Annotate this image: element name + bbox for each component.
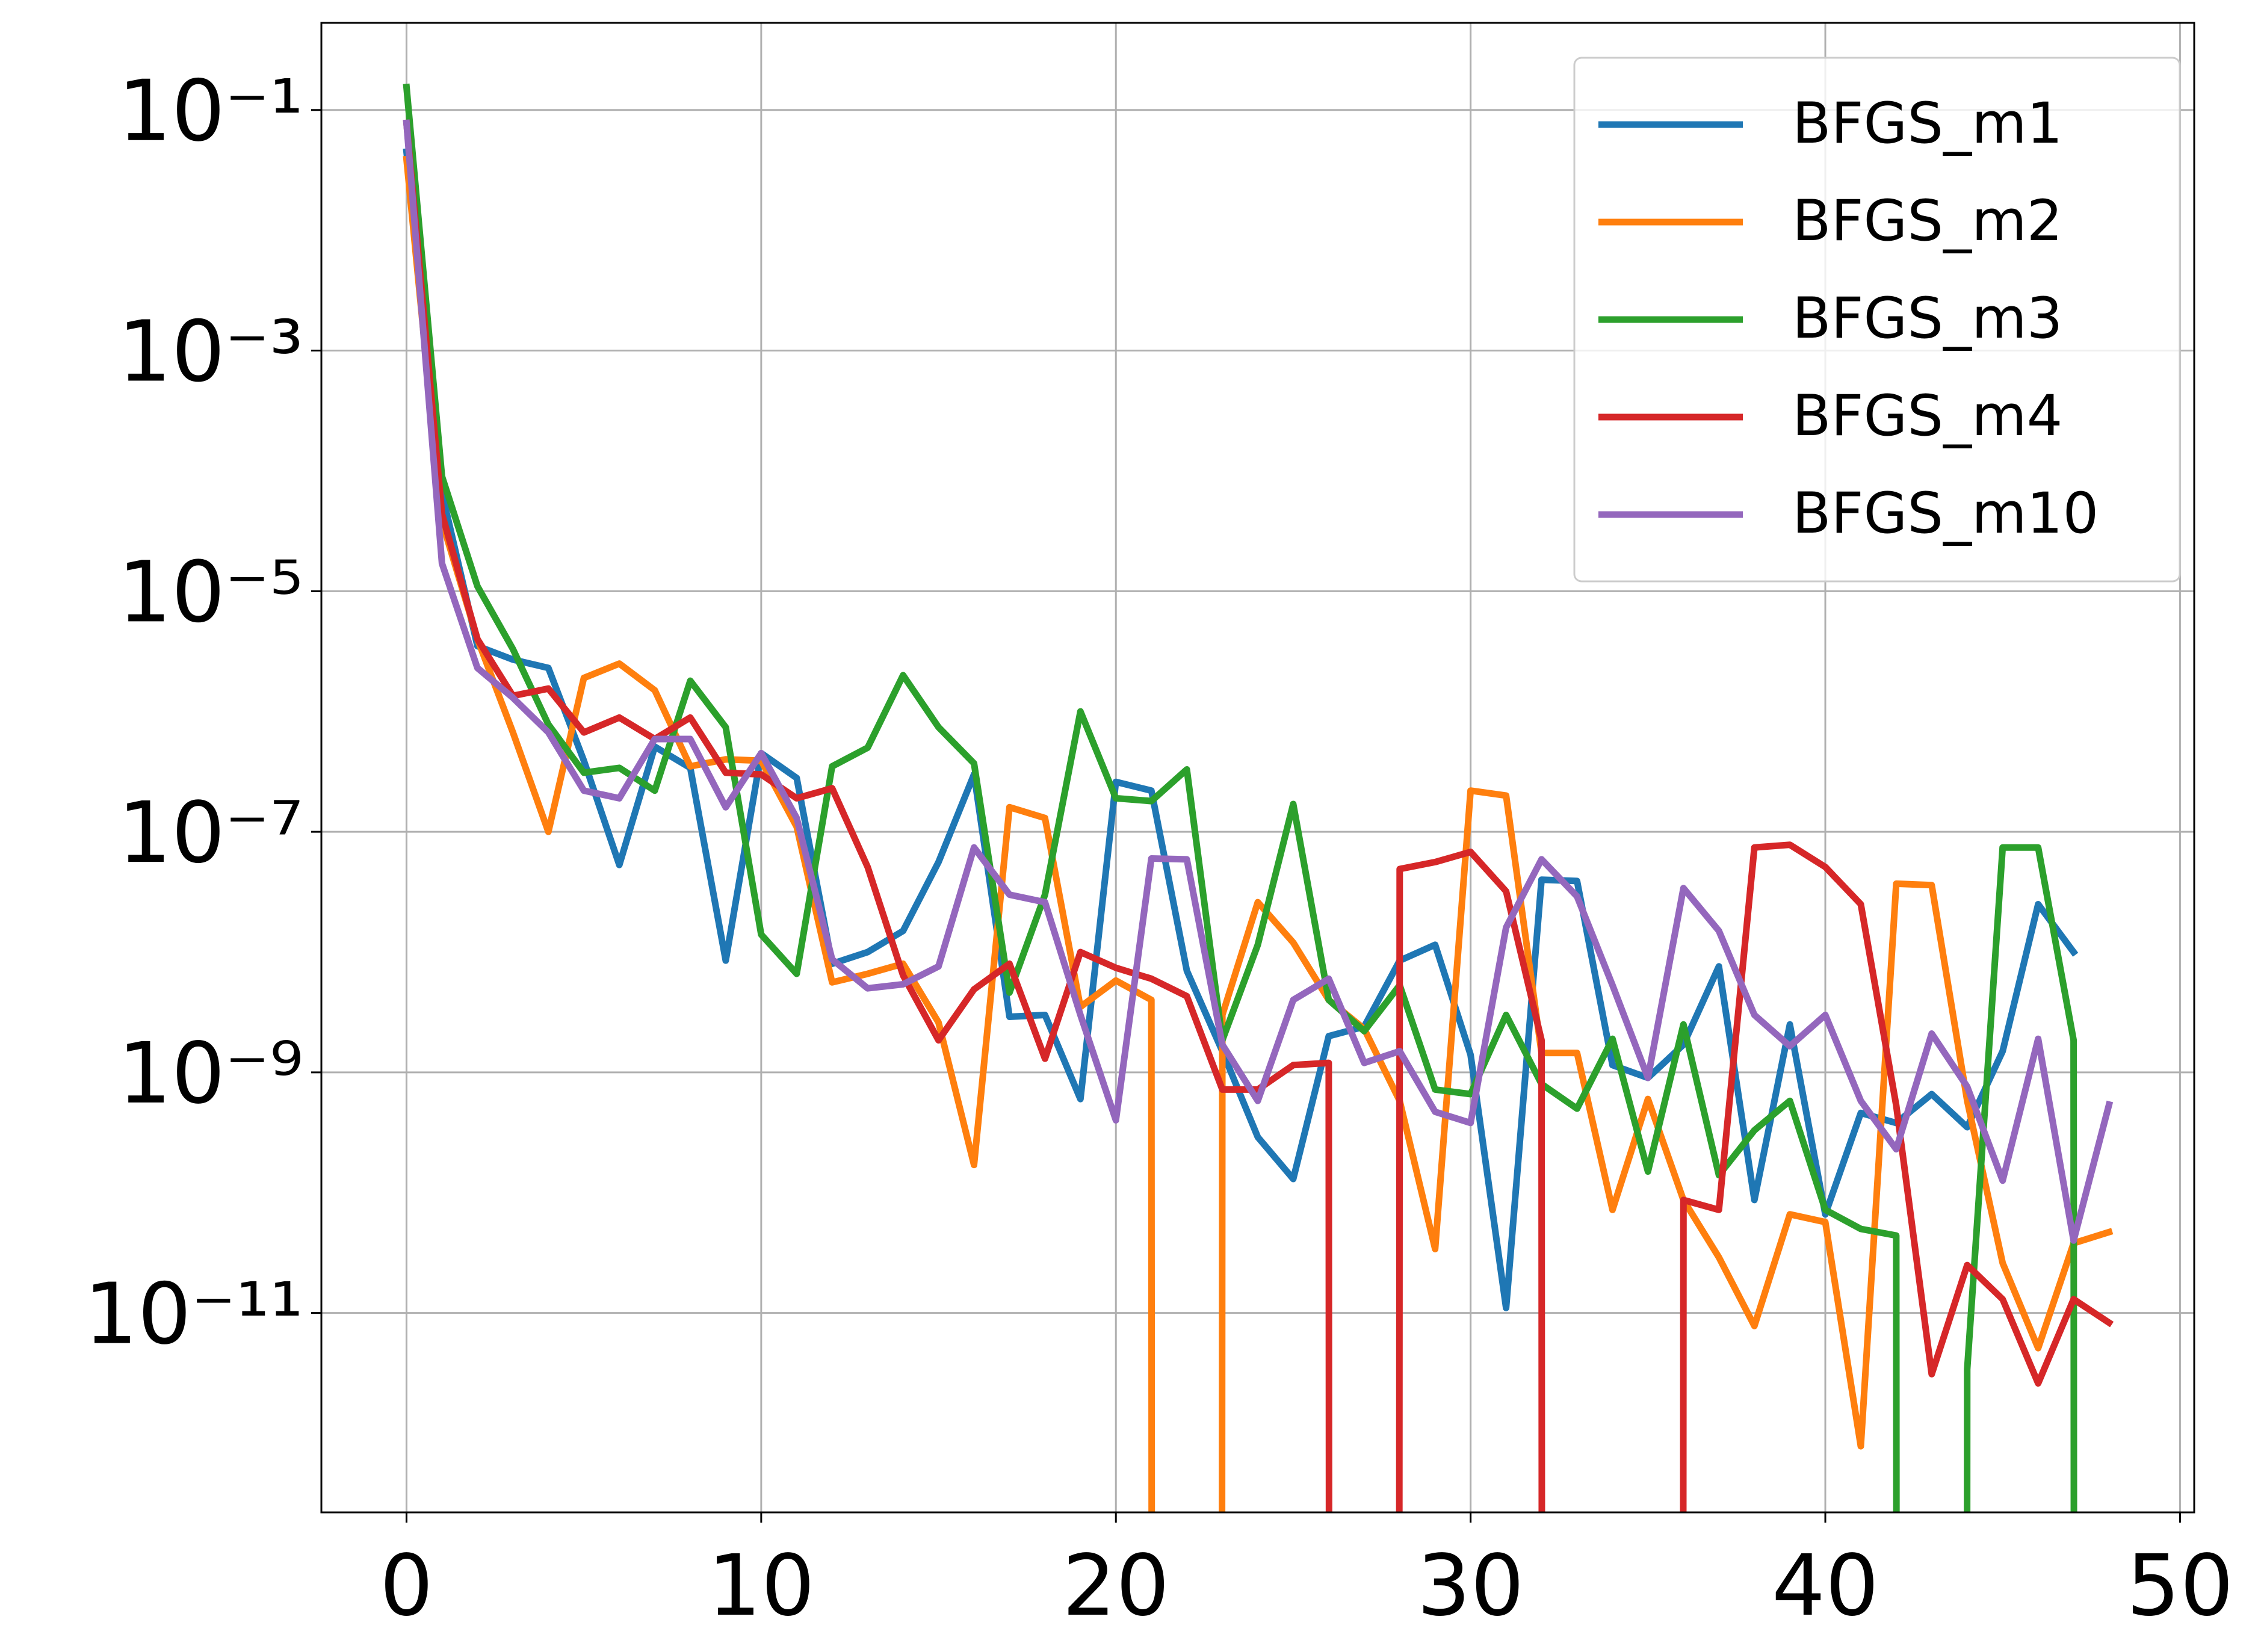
x-tick-label: 40: [1772, 1537, 1879, 1635]
data-line: [403, 119, 2114, 1244]
data-line: [403, 83, 2077, 1512]
data-line: [403, 119, 2114, 1512]
legend-label: BFGS_m10: [1792, 481, 2099, 546]
x-tick-label: 10: [708, 1537, 815, 1635]
y-tick-label: 10⁻¹: [118, 63, 303, 161]
y-tick-label: 10⁻⁹: [118, 1025, 303, 1123]
x-tick-label: 50: [2126, 1537, 2233, 1635]
y-tick-label: 10⁻¹¹: [84, 1266, 303, 1364]
legend-label: BFGS_m2: [1792, 188, 2062, 254]
legend-label: BFGS_m1: [1792, 91, 2062, 156]
y-tick-label: 10⁻⁵: [118, 543, 303, 642]
x-tick-label: 30: [1417, 1537, 1524, 1635]
legend-box: [1573, 57, 2181, 583]
ticks: 0 10 20 30 40 50 10⁻¹ 10⁻³ 10⁻⁵ 10⁻⁷ 10⁻⁹ 10⁻¹¹: [84, 63, 2234, 1635]
x-tick-label: 20: [1062, 1537, 1169, 1635]
legend: BFGS_m1 BFGS_m2 BFGS_m3 BFGS_m4 BFGS_m10: [1573, 57, 2181, 583]
data-line: [403, 148, 2079, 1311]
y-tick-label: 10⁻³: [118, 303, 303, 401]
plot-frame: [320, 22, 2195, 1514]
data-line: [403, 155, 2114, 1512]
legend-label: BFGS_m3: [1792, 286, 2062, 351]
legend-label: BFGS_m4: [1792, 383, 2062, 449]
x-tick-label: 0: [380, 1537, 433, 1635]
y-tick-label: 10⁻⁷: [118, 784, 303, 882]
plot-lines: [403, 83, 2114, 1512]
